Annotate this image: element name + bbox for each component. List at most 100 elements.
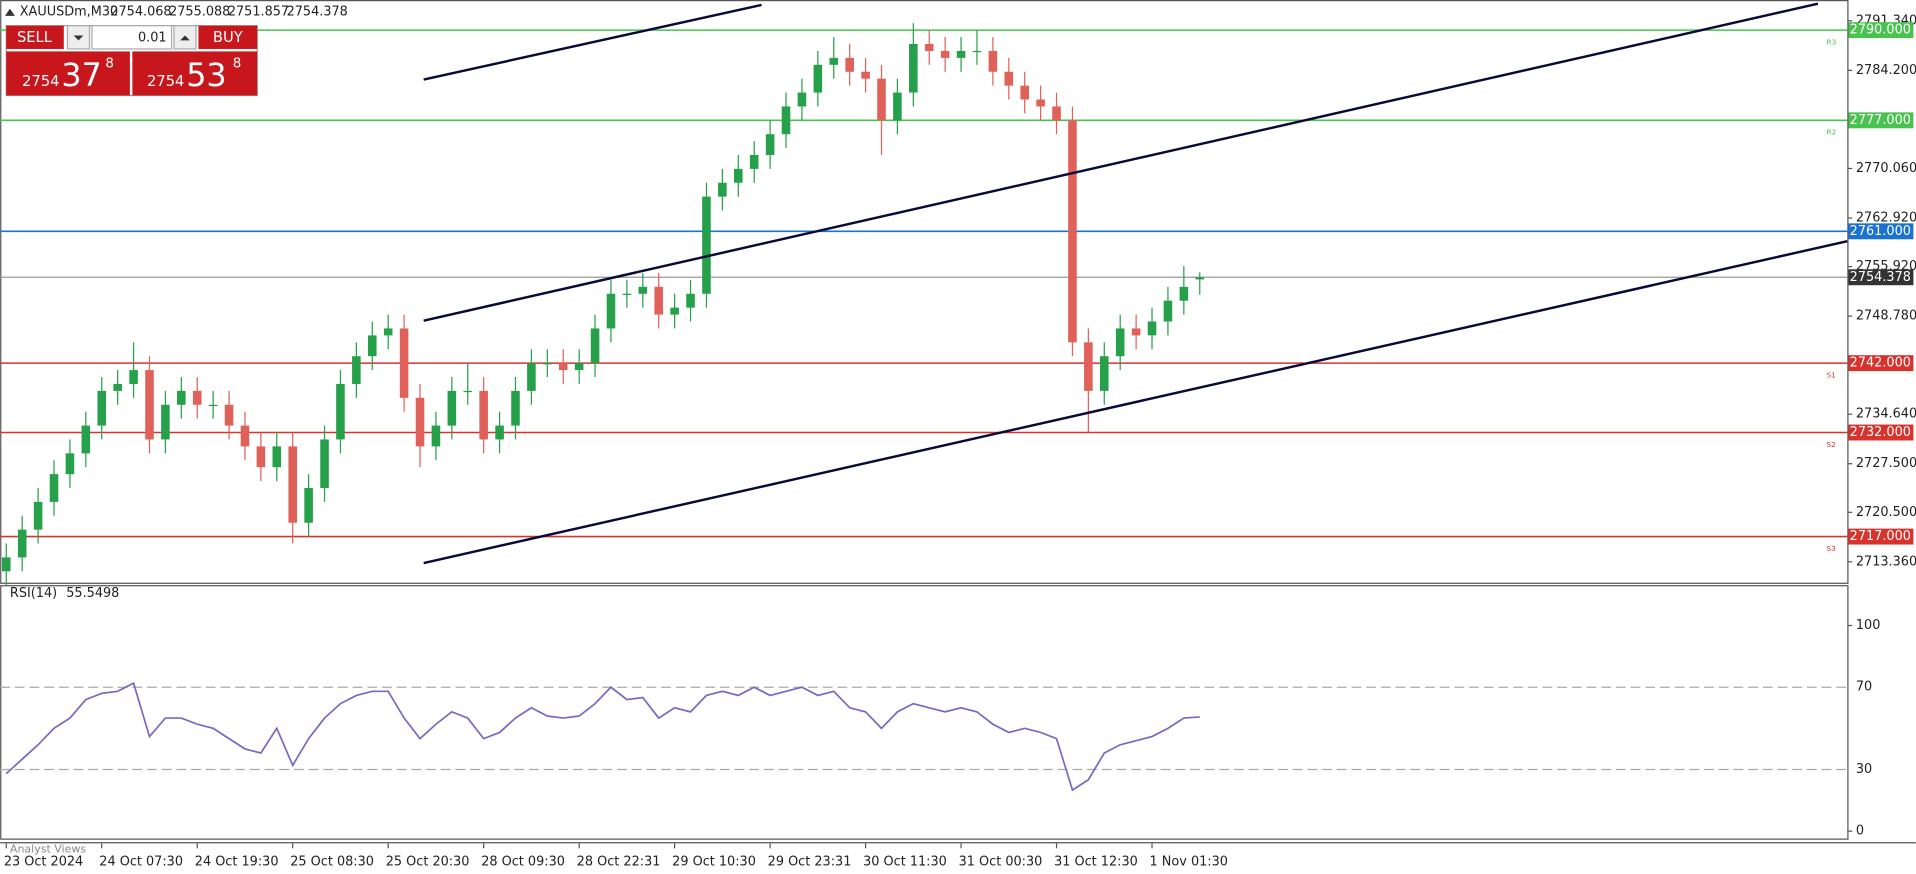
x-tick-label: 24 Oct 19:30 bbox=[195, 854, 279, 869]
level-tag bbox=[1848, 355, 1914, 372]
level-label: 2761.000 bbox=[1850, 224, 1911, 239]
y-tick-label: 2713.360 bbox=[1856, 554, 1916, 569]
candles bbox=[1, 23, 1205, 586]
candle-body bbox=[272, 446, 282, 468]
candle-body bbox=[192, 390, 202, 405]
candle-body bbox=[1068, 120, 1077, 343]
candle-body bbox=[240, 425, 250, 447]
level-label: 2717.000 bbox=[1850, 529, 1911, 544]
candle-body bbox=[845, 57, 854, 72]
candle-body bbox=[161, 404, 170, 440]
candle-body bbox=[320, 439, 329, 489]
candle-body bbox=[288, 446, 297, 523]
sell-price-box[interactable] bbox=[6, 51, 130, 96]
candle-body bbox=[590, 328, 600, 364]
candle-body bbox=[1004, 71, 1014, 86]
trend-line[interactable] bbox=[423, 2, 1819, 322]
candle-body bbox=[336, 383, 345, 440]
y-tick-label: 2720.500 bbox=[1856, 505, 1916, 520]
candle-body bbox=[1163, 300, 1173, 322]
level-tag bbox=[1848, 528, 1914, 545]
price-pane bbox=[0, 0, 1849, 584]
candle-body bbox=[81, 425, 91, 454]
level-name: S2 bbox=[1826, 440, 1835, 449]
level-name: S1 bbox=[1826, 370, 1835, 379]
sell-price-frac: 8 bbox=[105, 57, 114, 72]
candle-body bbox=[145, 370, 154, 440]
candle-body bbox=[638, 286, 648, 294]
candle-body bbox=[622, 293, 632, 295]
open-value: 2754.068 bbox=[110, 5, 171, 20]
candle-body bbox=[431, 425, 441, 447]
x-tick-label: 29 Oct 10:30 bbox=[672, 854, 756, 869]
candle-body bbox=[749, 155, 759, 169]
candle-body bbox=[797, 92, 807, 107]
trend-line[interactable] bbox=[423, 3, 762, 81]
current-price-tag bbox=[1848, 269, 1914, 286]
symbol-label: XAUUSDm,M30 bbox=[20, 5, 118, 20]
candle-body bbox=[1020, 85, 1029, 100]
candle-body bbox=[956, 50, 966, 58]
candle-body bbox=[33, 501, 43, 530]
level-tag bbox=[1848, 22, 1914, 39]
candle-body bbox=[654, 286, 663, 315]
trend-line[interactable] bbox=[423, 239, 1848, 565]
candle-body bbox=[495, 425, 504, 440]
volume-field[interactable] bbox=[91, 25, 173, 50]
candle-body bbox=[113, 383, 122, 391]
candle-body bbox=[893, 92, 902, 121]
rsi-value: 55.5498 bbox=[66, 586, 119, 601]
y-tick-label: 2770.060 bbox=[1856, 161, 1916, 176]
candle-body bbox=[909, 44, 918, 93]
x-tick-label: 30 Oct 11:30 bbox=[863, 854, 947, 869]
level-name: S3 bbox=[1826, 544, 1836, 553]
candle-body bbox=[1052, 106, 1061, 121]
buy-price-box[interactable] bbox=[132, 51, 258, 96]
candle-body bbox=[718, 182, 727, 197]
up-arrow bbox=[180, 35, 190, 41]
candle-body bbox=[447, 390, 457, 426]
collapse-icon[interactable] bbox=[5, 8, 15, 16]
y-tick-label: 2784.200 bbox=[1856, 63, 1916, 78]
candle-body bbox=[829, 57, 839, 65]
high-value: 2755.088 bbox=[169, 5, 230, 20]
candle-body bbox=[208, 404, 218, 406]
close-value: 2754.378 bbox=[287, 5, 348, 20]
analyst-views-tab[interactable]: Analyst Views bbox=[10, 843, 86, 856]
y-tick-label: 2727.500 bbox=[1856, 456, 1916, 471]
candle-body bbox=[1, 557, 11, 572]
sell-button[interactable] bbox=[6, 25, 64, 49]
candle-body bbox=[1099, 356, 1109, 391]
candle-body bbox=[1147, 321, 1157, 336]
buy-button[interactable] bbox=[198, 25, 258, 49]
level-label: 2742.000 bbox=[1850, 356, 1911, 371]
level-label: 2732.000 bbox=[1850, 425, 1911, 440]
x-tick-label: 1 Nov 01:30 bbox=[1150, 854, 1228, 869]
candle-body bbox=[1036, 99, 1045, 107]
buy-label[interactable]: BUY bbox=[213, 29, 243, 46]
x-tick-label: 23 Oct 2024 bbox=[4, 854, 83, 869]
x-tick-label: 28 Oct 09:30 bbox=[481, 854, 565, 869]
volume-value[interactable]: 0.01 bbox=[138, 30, 167, 45]
candle-body bbox=[463, 390, 473, 393]
candle-body bbox=[399, 328, 409, 398]
candle-body bbox=[97, 390, 107, 426]
y-tick-label: 100 bbox=[1856, 618, 1881, 633]
candle-body bbox=[1084, 342, 1093, 391]
candle-body bbox=[511, 390, 520, 426]
levels: R3 R2 S1 S2 S3 bbox=[0, 29, 1848, 553]
rsi-pane bbox=[0, 585, 1849, 840]
level-name: R3 bbox=[1826, 37, 1836, 46]
candle-body bbox=[813, 64, 823, 93]
candle-body bbox=[224, 404, 234, 426]
candle-body bbox=[606, 293, 616, 329]
rsi-layer bbox=[0, 681, 1848, 792]
rsi-line bbox=[5, 681, 1200, 792]
candle-body bbox=[924, 44, 934, 51]
buy-price-big: 2754 bbox=[147, 73, 184, 90]
sell-label[interactable]: SELL bbox=[17, 29, 53, 46]
candle-body bbox=[256, 446, 266, 468]
level-label: 2777.000 bbox=[1850, 113, 1911, 128]
